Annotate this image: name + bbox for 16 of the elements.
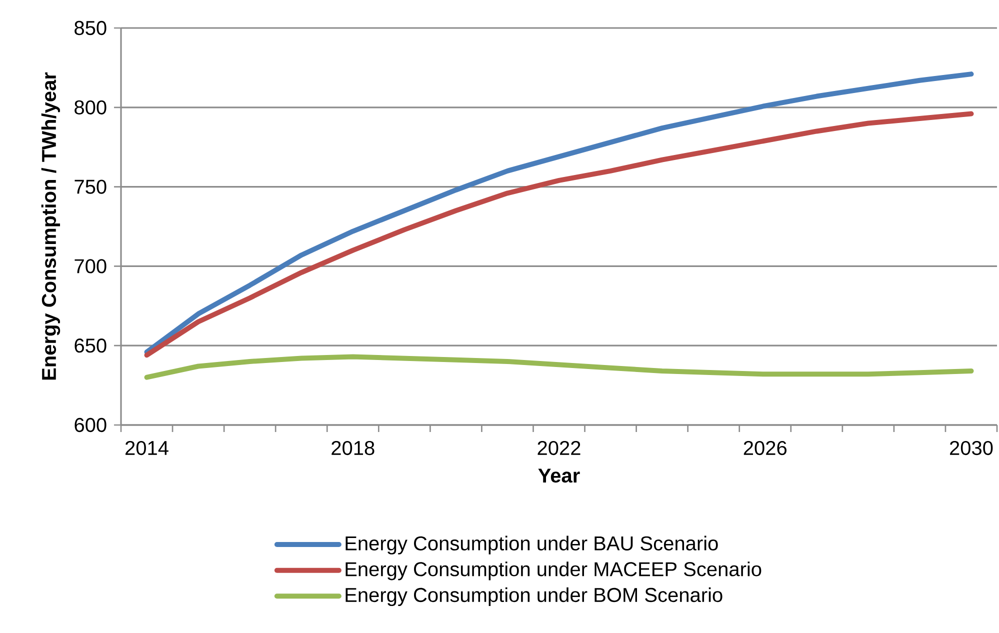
legend-label: Energy Consumption under BAU Scenario: [346, 536, 718, 554]
x-axis-title: Year: [538, 468, 580, 483]
x-tick-label: 2026: [744, 440, 786, 456]
x-tick-label: 2030: [950, 440, 993, 456]
y-tick-label: 700: [74, 259, 106, 274]
y-tick-label: 850: [74, 20, 106, 36]
y-tick-label: 750: [74, 180, 106, 194]
x-tick-label: 2022: [538, 440, 580, 456]
x-tick-label: 2018: [332, 440, 374, 456]
y-axis-title: Energy Consumption / TWh/year: [41, 72, 60, 380]
y-tick-label: 650: [74, 338, 106, 353]
x-tick-label: 2014: [126, 440, 168, 456]
legend-label: Energy Consumption under MACEEP Scenario: [346, 562, 762, 580]
y-tick-label: 600: [74, 418, 106, 432]
legend-label: Energy Consumption under BOM Scenario: [346, 587, 722, 606]
y-tick-label: 800: [74, 100, 106, 114]
